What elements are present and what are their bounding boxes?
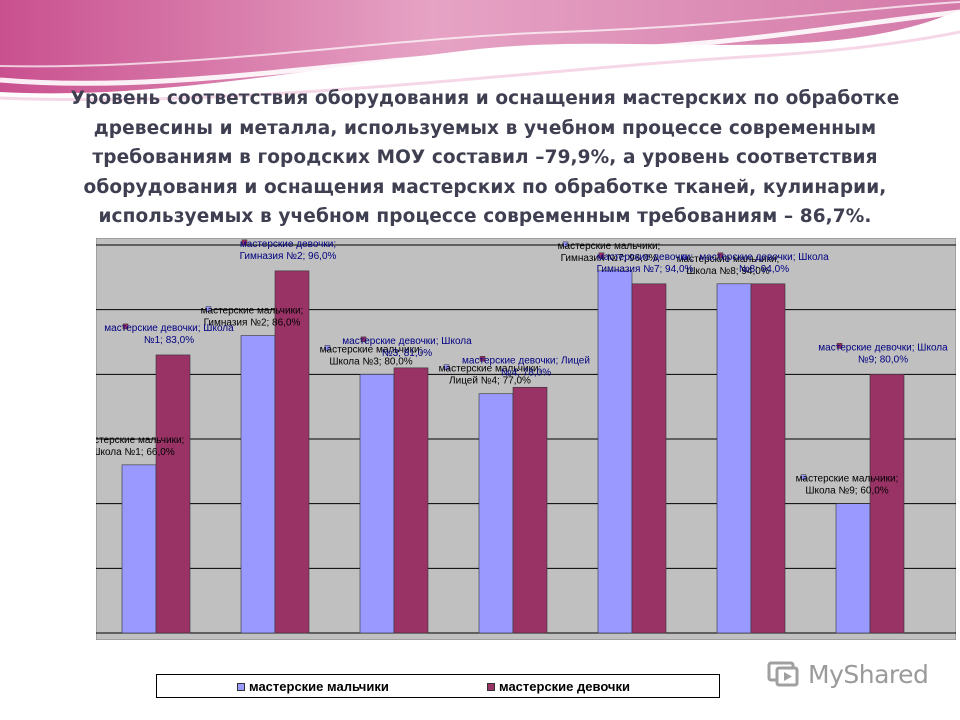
bar-boys-3 xyxy=(359,374,395,634)
data-label-marker-girls-2 xyxy=(241,239,248,246)
bar-boys-7 xyxy=(835,503,871,634)
legend-item-girls: мастерские девочки xyxy=(487,679,630,694)
data-label-marker-girls-1 xyxy=(122,323,129,330)
legend-label-boys: мастерские мальчики xyxy=(249,679,389,694)
bar-girls-4 xyxy=(512,386,548,634)
bar-boys-2 xyxy=(240,335,276,634)
bar-girls-6 xyxy=(750,283,786,634)
data-label-marker-girls-7 xyxy=(836,343,843,349)
data-label-girls-6: мастерские девочки; Школа №8; 94,0% xyxy=(699,252,829,275)
data-label-boys-1: мастерские мальчики;Школа №1; 66,0% xyxy=(96,435,184,458)
watermark-text: MyShared xyxy=(808,659,929,689)
legend-label-girls: мастерские девочки xyxy=(499,679,630,694)
bar-boys-1 xyxy=(121,464,157,634)
bar-boys-4 xyxy=(478,393,514,634)
bar-girls-5 xyxy=(631,283,667,634)
data-label-girls-5: мастерские девочки; Гимназия №7; 94,0% xyxy=(597,252,694,275)
data-label-boys-3: мастерские мальчики; Школа №3; 80,0% xyxy=(320,344,423,367)
data-label-girls-1: мастерские девочки; Школа №1; 83,0% xyxy=(104,323,234,346)
bar-girls-3 xyxy=(393,367,429,634)
data-label-marker-boys-3 xyxy=(324,345,331,351)
data-label-marker-boys-6 xyxy=(681,254,688,261)
watermark: MyShared xyxy=(766,656,929,692)
legend-swatch-boys xyxy=(237,682,245,691)
data-label-marker-girls-4 xyxy=(479,356,486,362)
bar-chart: мастерские мальчики;Школа №1; 66,0% масте… xyxy=(96,238,956,640)
data-label-boys-5: мастерские мальчики; Гимназия №7; 96,0% xyxy=(558,241,661,264)
bar-boys-6 xyxy=(716,283,752,634)
chart-legend: мастерские мальчики мастерские девочки xyxy=(156,674,720,698)
data-label-girls-7: мастерские девочки; Школа №9; 80,0% xyxy=(818,342,948,365)
data-label-girls-4: мастерские девочки; Лицей №4; 78,0% xyxy=(462,355,590,378)
decorative-banner xyxy=(0,0,960,102)
legend-item-boys: мастерские мальчики xyxy=(237,679,389,694)
data-label-marker-boys-4 xyxy=(443,364,450,370)
bar-girls-7 xyxy=(869,374,905,634)
bar-boys-5 xyxy=(597,270,633,634)
data-label-girls-3: мастерские девочки; Школа №3; 81,0% xyxy=(342,336,472,359)
bar-girls-1 xyxy=(155,354,191,634)
data-label-boys-7: мастерские мальчики; Школа №9; 60,0% xyxy=(796,474,899,497)
data-label-marker-girls-6 xyxy=(717,252,724,259)
data-label-marker-boys-2 xyxy=(205,306,212,312)
chart-area: мастерские мальчики;Школа №1; 66,0% масте… xyxy=(96,238,956,640)
data-label-marker-girls-3 xyxy=(360,336,367,343)
data-label-girls-2: мастерские девочки; Гимназия №2; 96,0% xyxy=(240,239,337,262)
data-label-boys-4: мастерские мальчики; Лицей №4; 77,0% xyxy=(439,364,542,387)
data-label-marker-boys-7 xyxy=(800,474,807,480)
data-label-marker-boys-5 xyxy=(562,241,569,248)
data-label-marker-girls-5 xyxy=(598,252,605,259)
data-label-boys-2: мастерские мальчики; Гимназия №2; 86,0% xyxy=(201,306,304,329)
slide-headline: Уровень соответствия оборудования и осна… xyxy=(70,88,900,227)
slideshow-icon xyxy=(767,661,799,687)
legend-swatch-girls xyxy=(487,682,495,691)
bar-girls-2 xyxy=(274,270,310,634)
data-label-boys-6: мастерские мальчики; Школа №8; 94,0% xyxy=(677,254,780,277)
